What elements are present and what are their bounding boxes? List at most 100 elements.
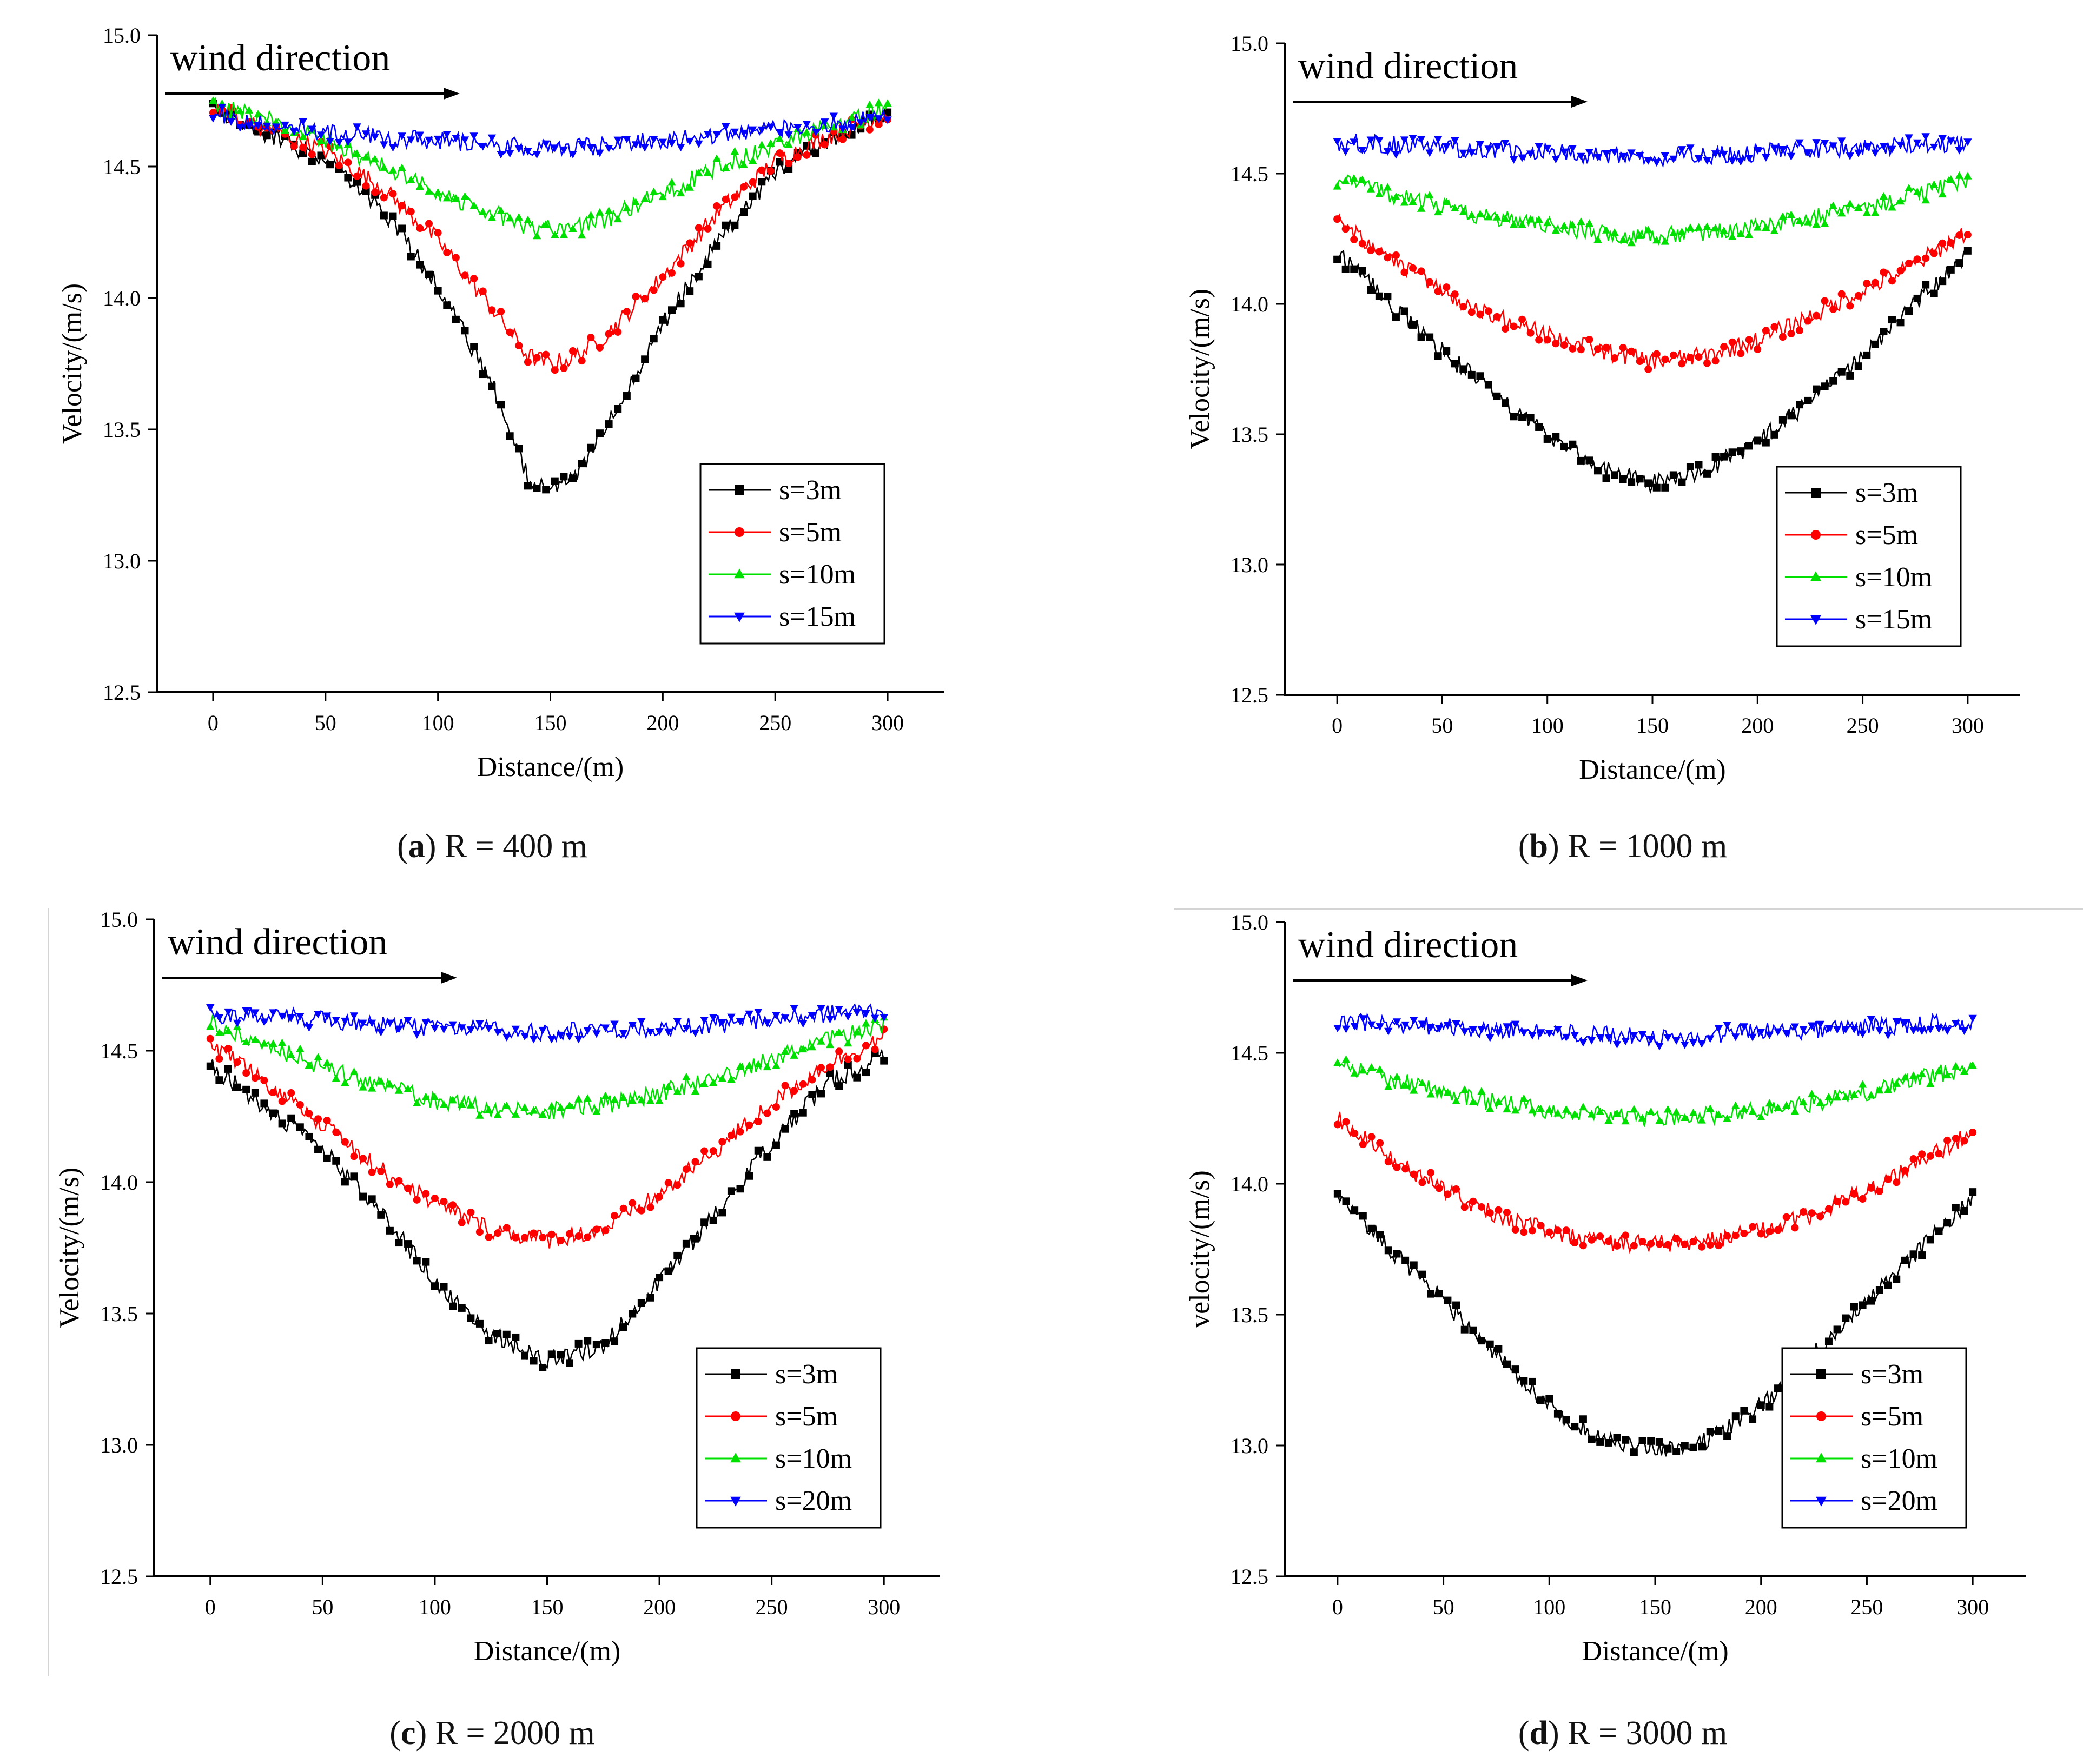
data-point bbox=[1341, 1025, 1351, 1033]
data-point bbox=[1846, 372, 1854, 380]
data-point bbox=[1510, 322, 1518, 330]
data-point bbox=[470, 275, 478, 283]
data-point bbox=[1435, 1290, 1443, 1298]
data-point bbox=[1905, 307, 1913, 315]
data-point bbox=[287, 1050, 295, 1058]
data-point bbox=[350, 1172, 358, 1181]
legend-marker bbox=[1816, 1453, 1827, 1463]
data-point bbox=[512, 1234, 520, 1242]
data-point bbox=[497, 308, 505, 316]
data-point bbox=[682, 1025, 691, 1033]
data-point bbox=[1545, 1395, 1553, 1403]
data-point bbox=[1452, 1097, 1460, 1105]
data-point bbox=[1955, 147, 1964, 155]
data-point bbox=[407, 208, 415, 216]
series-s-20m bbox=[206, 1003, 888, 1044]
x-axis-label: Distance/(m) bbox=[1582, 1636, 1728, 1667]
data-point bbox=[1778, 212, 1787, 220]
data-point bbox=[1888, 277, 1896, 285]
data-point bbox=[656, 1192, 664, 1201]
data-point bbox=[1893, 1275, 1901, 1283]
data-point bbox=[826, 1069, 834, 1077]
data-point bbox=[488, 382, 496, 390]
data-point bbox=[1943, 1027, 1952, 1035]
data-point bbox=[278, 1119, 286, 1128]
series-line bbox=[1337, 1192, 1974, 1457]
data-point bbox=[856, 119, 865, 127]
data-point bbox=[1417, 136, 1426, 144]
data-point bbox=[1952, 1135, 1960, 1143]
data-point bbox=[263, 131, 271, 140]
data-point bbox=[1859, 1301, 1867, 1309]
data-point bbox=[242, 1085, 250, 1093]
data-point bbox=[502, 1033, 511, 1042]
data-point bbox=[1341, 265, 1350, 273]
series-s-10m bbox=[1333, 1055, 1977, 1127]
data-point bbox=[695, 140, 703, 148]
data-point bbox=[452, 194, 460, 202]
data-point bbox=[1922, 281, 1930, 289]
data-point bbox=[1366, 136, 1376, 144]
data-point bbox=[1451, 137, 1459, 145]
data-point bbox=[515, 445, 523, 453]
data-point bbox=[532, 231, 541, 240]
data-point bbox=[251, 1074, 259, 1082]
data-point bbox=[1947, 175, 1955, 183]
data-point bbox=[1577, 456, 1585, 465]
series-line bbox=[1337, 247, 1968, 494]
data-point bbox=[880, 1057, 888, 1065]
data-point bbox=[1502, 399, 1509, 407]
data-point bbox=[380, 194, 388, 202]
data-point bbox=[371, 188, 379, 196]
data-point bbox=[1593, 467, 1602, 475]
data-point bbox=[1655, 1116, 1664, 1124]
data-point bbox=[395, 1177, 403, 1185]
data-point bbox=[442, 194, 451, 202]
data-point bbox=[874, 115, 883, 123]
series-line bbox=[1337, 1012, 1974, 1047]
data-point bbox=[413, 1098, 421, 1106]
data-point bbox=[1519, 1029, 1529, 1037]
data-point bbox=[664, 1028, 673, 1036]
data-point bbox=[1824, 1205, 1833, 1213]
data-point bbox=[323, 1116, 331, 1124]
data-point bbox=[1926, 1079, 1935, 1087]
data-point bbox=[1938, 190, 1947, 198]
data-point bbox=[560, 364, 568, 372]
data-point bbox=[1770, 430, 1778, 439]
data-point bbox=[287, 1089, 295, 1097]
data-point bbox=[596, 429, 604, 437]
data-point bbox=[1723, 1432, 1731, 1440]
data-point bbox=[1602, 474, 1610, 482]
x-tick-label: 50 bbox=[315, 711, 336, 735]
data-point bbox=[1350, 1069, 1359, 1077]
data-point bbox=[1796, 326, 1803, 334]
data-point bbox=[1686, 223, 1695, 231]
y-tick-label: 14.0 bbox=[1231, 292, 1268, 316]
data-point bbox=[1790, 1107, 1800, 1115]
series-line bbox=[213, 104, 889, 372]
data-point bbox=[614, 328, 622, 336]
data-point bbox=[1392, 1018, 1401, 1026]
data-point bbox=[763, 1063, 772, 1071]
data-point bbox=[1519, 1094, 1529, 1102]
data-point bbox=[206, 1034, 214, 1043]
data-point bbox=[415, 182, 425, 190]
data-point bbox=[361, 130, 371, 138]
caption-d: (d) R = 3000 m bbox=[1518, 1715, 1728, 1752]
data-point bbox=[332, 1128, 340, 1136]
data-point bbox=[449, 1201, 457, 1209]
data-point bbox=[1495, 1206, 1503, 1214]
data-point bbox=[1821, 382, 1829, 390]
data-point bbox=[664, 1179, 672, 1187]
data-point bbox=[308, 125, 316, 134]
data-point bbox=[1367, 1224, 1376, 1232]
data-point bbox=[1560, 341, 1568, 349]
data-point bbox=[305, 1061, 314, 1069]
series-s-15m bbox=[1333, 133, 1972, 168]
data-point bbox=[272, 123, 281, 131]
data-point bbox=[637, 1018, 646, 1026]
data-point bbox=[637, 1299, 645, 1307]
data-point bbox=[1905, 184, 1913, 192]
data-point bbox=[1494, 1097, 1503, 1105]
